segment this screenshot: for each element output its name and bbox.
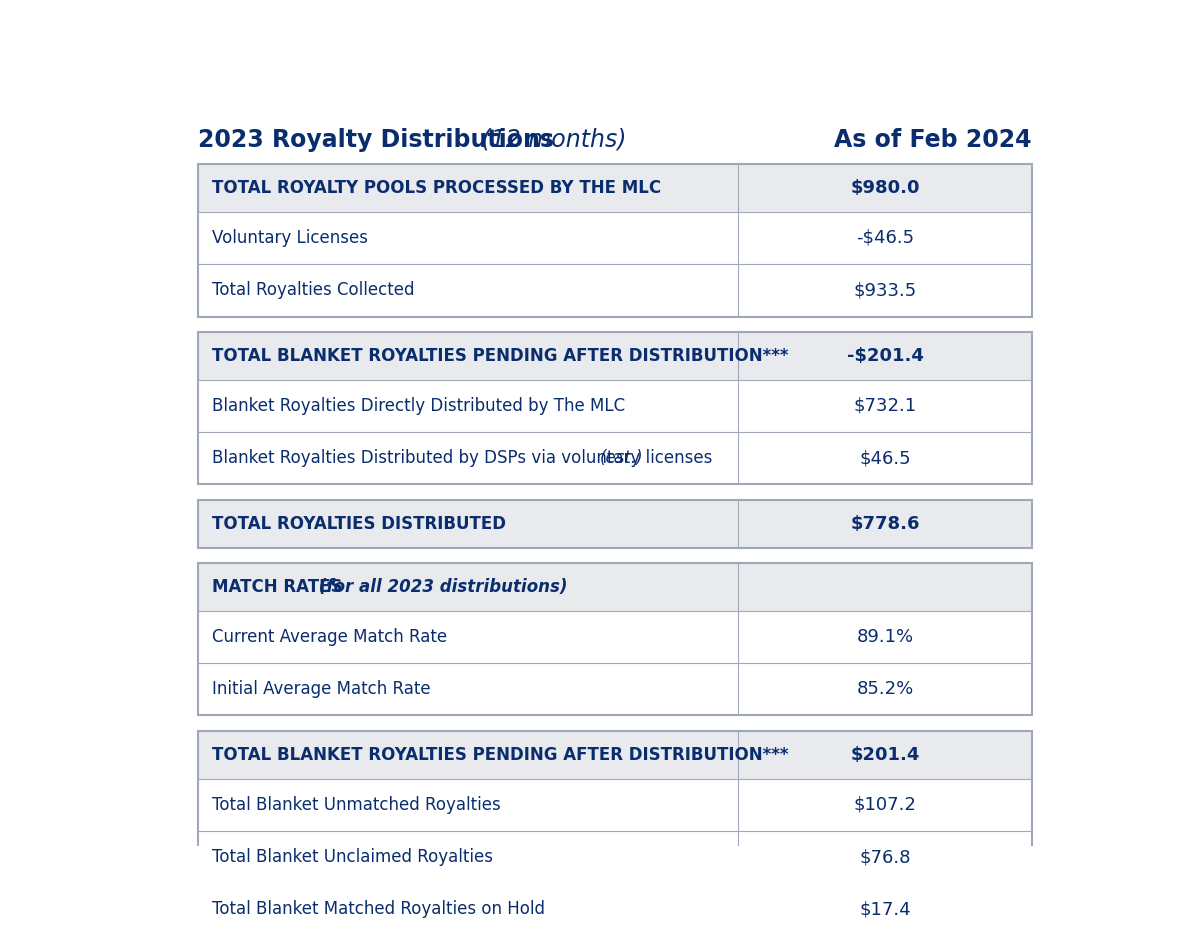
Text: $778.6: $778.6	[851, 515, 920, 533]
Text: $107.2: $107.2	[853, 796, 917, 814]
Text: TOTAL ROYALTY POOLS PROCESSED BY THE MLC: TOTAL ROYALTY POOLS PROCESSED BY THE MLC	[212, 179, 661, 197]
Text: $201.4: $201.4	[851, 746, 920, 764]
Text: Blanket Royalties Distributed by DSPs via voluntary licenses: Blanket Royalties Distributed by DSPs vi…	[212, 449, 713, 467]
Text: Current Average Match Rate: Current Average Match Rate	[212, 628, 448, 646]
Text: Total Blanket Unmatched Royalties: Total Blanket Unmatched Royalties	[212, 796, 500, 814]
Bar	[198, 212, 1032, 264]
Bar	[198, 332, 1032, 380]
Text: Total Blanket Unclaimed Royalties: Total Blanket Unclaimed Royalties	[212, 848, 493, 866]
Text: 2023 Royalty Distributions: 2023 Royalty Distributions	[198, 128, 554, 152]
Bar	[198, 563, 1032, 611]
Bar	[198, 778, 1032, 831]
Text: Total Blanket Matched Royalties on Hold: Total Blanket Matched Royalties on Hold	[212, 901, 545, 919]
Bar	[198, 500, 1032, 547]
Bar	[198, 884, 1032, 936]
Text: (for all 2023 distributions): (for all 2023 distributions)	[313, 578, 568, 596]
Text: $980.0: $980.0	[851, 179, 920, 197]
Text: (est.): (est.)	[600, 449, 643, 467]
Text: $732.1: $732.1	[853, 397, 917, 415]
Text: $46.5: $46.5	[859, 449, 911, 467]
Bar	[198, 611, 1032, 663]
Bar	[198, 164, 1032, 316]
Bar	[198, 432, 1032, 484]
Bar	[198, 380, 1032, 432]
Bar	[198, 264, 1032, 316]
Text: TOTAL BLANKET ROYALTIES PENDING AFTER DISTRIBUTION***: TOTAL BLANKET ROYALTIES PENDING AFTER DI…	[212, 347, 788, 365]
Text: Initial Average Match Rate: Initial Average Match Rate	[212, 680, 431, 698]
Text: 89.1%: 89.1%	[857, 628, 913, 646]
Text: Total Royalties Collected: Total Royalties Collected	[212, 281, 414, 299]
Bar	[198, 663, 1032, 715]
Text: -$46.5: -$46.5	[856, 229, 914, 247]
Text: $76.8: $76.8	[859, 848, 911, 866]
Text: TOTAL BLANKET ROYALTIES PENDING AFTER DISTRIBUTION***: TOTAL BLANKET ROYALTIES PENDING AFTER DI…	[212, 746, 788, 764]
Text: Voluntary Licenses: Voluntary Licenses	[212, 229, 368, 247]
Bar	[198, 731, 1032, 778]
Text: 85.2%: 85.2%	[857, 680, 914, 698]
Bar	[198, 563, 1032, 715]
Bar	[198, 164, 1032, 212]
Bar	[198, 332, 1032, 484]
Bar	[198, 831, 1032, 884]
Text: TOTAL ROYALTIES DISTRIBUTED: TOTAL ROYALTIES DISTRIBUTED	[212, 515, 506, 533]
Text: (12 months): (12 months)	[474, 128, 626, 152]
Text: Blanket Royalties Directly Distributed by The MLC: Blanket Royalties Directly Distributed b…	[212, 397, 625, 415]
Text: $17.4: $17.4	[859, 901, 911, 919]
Text: $933.5: $933.5	[853, 281, 917, 299]
Text: MATCH RATES: MATCH RATES	[212, 578, 342, 596]
Text: As of Feb 2024: As of Feb 2024	[834, 128, 1032, 152]
Bar	[198, 731, 1032, 936]
Bar	[198, 500, 1032, 547]
Text: -$201.4: -$201.4	[847, 347, 924, 365]
